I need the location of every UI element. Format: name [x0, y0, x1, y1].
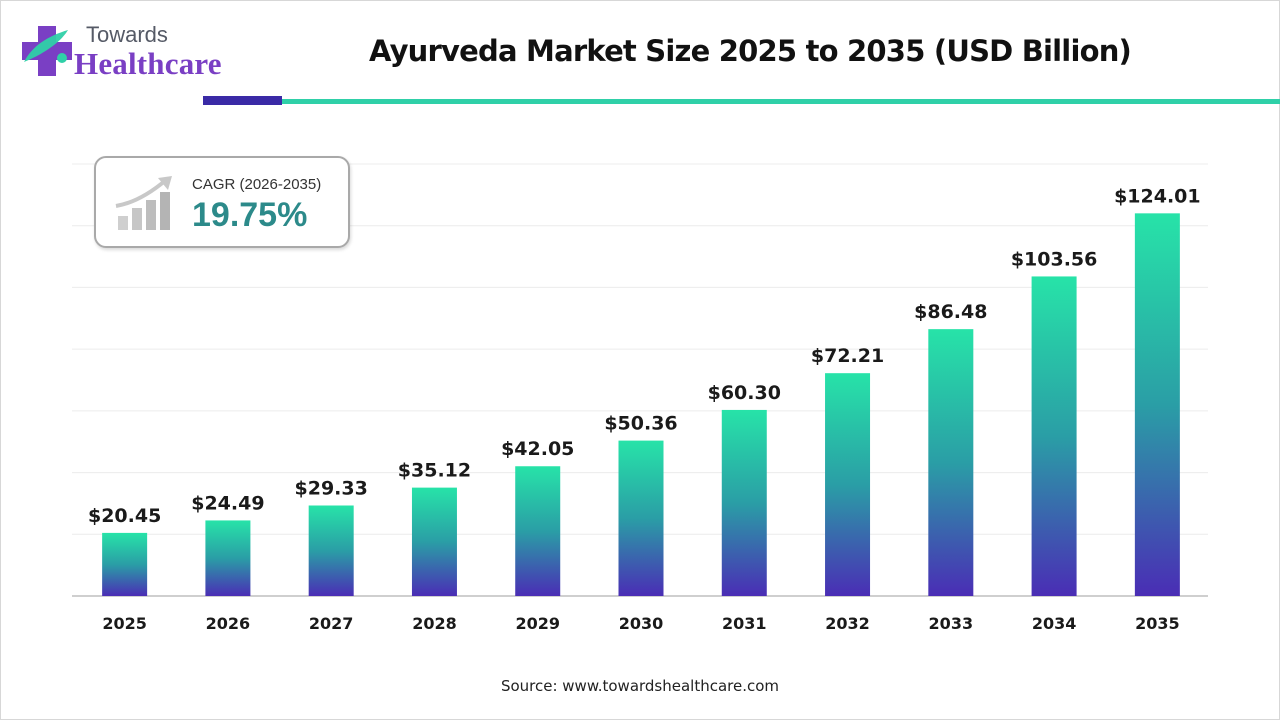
- x-tick-label-2030: 2030: [619, 614, 664, 633]
- x-tick-label-2026: 2026: [206, 614, 251, 633]
- x-tick-label-2034: 2034: [1032, 614, 1077, 633]
- brand-logo: Towards Healthcare: [18, 22, 248, 82]
- x-tick-label-2035: 2035: [1135, 614, 1180, 633]
- cagr-box: CAGR (2026-2035) 19.75%: [94, 156, 350, 248]
- bar-2028: [411, 487, 457, 596]
- data-label-2035: $124.01: [1114, 185, 1201, 207]
- brand-top-text: Towards: [86, 22, 168, 47]
- brand-main-text: Healthcare: [74, 46, 222, 81]
- data-label-2027: $29.33: [295, 477, 368, 499]
- x-tick-label-2025: 2025: [102, 614, 147, 633]
- title-underline-teal: [282, 99, 1280, 104]
- bar-2025: [102, 532, 148, 596]
- data-label-2031: $60.30: [708, 382, 781, 404]
- growth-chart-icon: [115, 176, 172, 230]
- x-tick-label-2033: 2033: [929, 614, 974, 633]
- cagr-value: 19.75%: [192, 196, 308, 234]
- cagr-label: CAGR (2026-2035): [192, 176, 322, 193]
- bar-2026: [205, 520, 251, 596]
- source-text: Source: www.towardshealthcare.com: [500, 677, 780, 695]
- data-label-2025: $20.45: [88, 505, 161, 527]
- bar-2027: [308, 505, 354, 596]
- x-tick-label-2029: 2029: [515, 614, 560, 633]
- data-label-2034: $103.56: [1011, 248, 1098, 270]
- bar-2031: [721, 409, 767, 596]
- chart-title: Ayurveda Market Size 2025 to 2035 (USD B…: [368, 34, 1132, 68]
- data-label-2028: $35.12: [398, 460, 471, 482]
- data-label-2026: $24.49: [191, 492, 264, 514]
- bar-2034: [1031, 276, 1077, 596]
- data-label-2032: $72.21: [811, 345, 884, 367]
- data-label-2029: $42.05: [501, 438, 574, 460]
- bar-2035: [1134, 213, 1180, 596]
- bar-2033: [928, 329, 974, 596]
- data-label-2030: $50.36: [604, 413, 677, 435]
- bar-2032: [825, 373, 871, 596]
- title-underline-dark: [203, 96, 282, 105]
- bar-2029: [515, 466, 561, 596]
- bar-2030: [618, 440, 664, 596]
- x-tick-label-2031: 2031: [722, 614, 767, 633]
- x-tick-label-2027: 2027: [309, 614, 354, 633]
- x-tick-label-2032: 2032: [825, 614, 870, 633]
- medical-cross-icon: [22, 26, 72, 76]
- data-label-2033: $86.48: [914, 301, 987, 323]
- x-tick-label-2028: 2028: [412, 614, 457, 633]
